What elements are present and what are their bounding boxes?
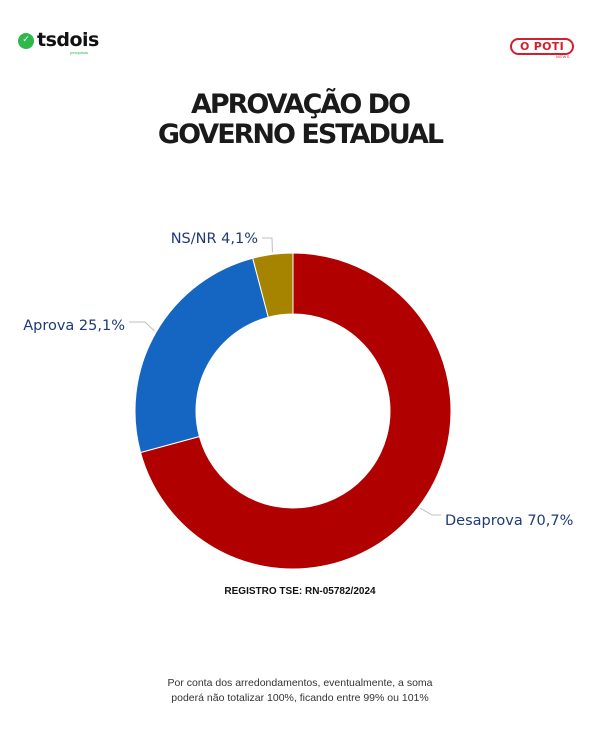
chart-title: APROVAÇÃO DO GOVERNO ESTADUAL [0, 90, 600, 150]
tsdois-logo: ✓ tsdois pesquisas [18, 29, 99, 55]
chart-title-line-2: GOVERNO ESTADUAL [157, 119, 444, 150]
leader-line-desaprova [419, 507, 441, 516]
donut-slice-aprova [134, 257, 269, 454]
leader-line-ns-nr [262, 237, 273, 253]
opoti-logo-text: O POTI [520, 40, 564, 53]
registro-tse: REGISTRO TSE: RN-05782/2024 [224, 586, 376, 597]
data-label-ns-nr: NS/NR 4,1% [171, 231, 258, 247]
tsdois-logo-text: tsdois [37, 29, 99, 51]
leader-line-aprova [129, 321, 155, 332]
opoti-logo-tagline: NEWS [556, 54, 570, 59]
footnote-line-1: Por conta dos arredondamentos, eventualm… [167, 677, 433, 689]
footnote-line-2: poderá não totalizar 100%, ficando entre… [171, 692, 429, 704]
donut-slice-desaprova [139, 252, 452, 570]
footnote: Por conta dos arredondamentos, eventualm… [0, 676, 600, 706]
chart-title-line-1: APROVAÇÃO DO [190, 89, 411, 120]
tsdois-logo-mark-icon: ✓ [18, 32, 34, 49]
opoti-logo: O POTI NEWS [510, 38, 574, 59]
data-label-desaprova: Desaprova 70,7% [445, 513, 573, 529]
tsdois-logo-tagline: pesquisas [70, 50, 89, 55]
data-label-aprova: Aprova 25,1% [23, 318, 125, 334]
donut-slice-ns-nr [252, 252, 294, 318]
